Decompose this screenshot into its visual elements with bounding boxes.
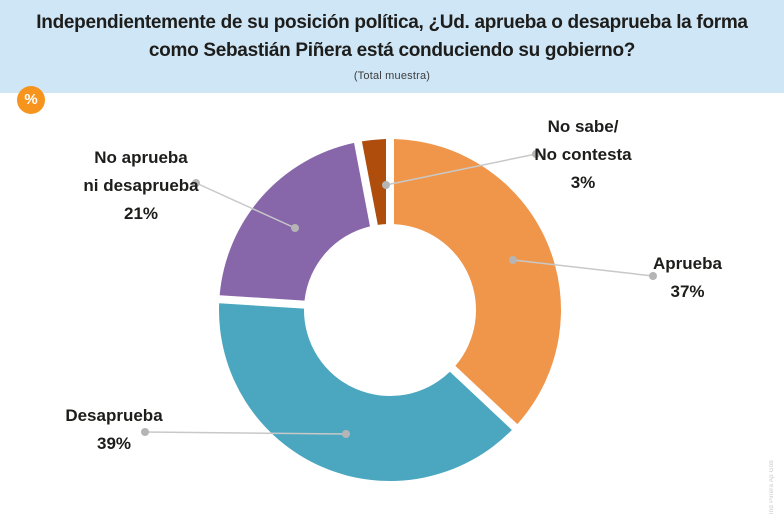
question-title-line1: Independientemente de su posición políti… [36, 12, 748, 33]
question-title-line2: como Sebastián Piñera está conduciendo s… [148, 40, 636, 61]
label-no-sabe-pct: 3% [570, 173, 596, 192]
donut-slice-no-aprueba-ni-desaprueba [219, 142, 370, 301]
label-no-aprueba-line1: No aprueba [94, 148, 188, 167]
donut-slice-aprueba [394, 139, 561, 425]
label-no-aprueba-line2: ni desaprueba [83, 176, 199, 195]
leader-aprueba [509, 256, 657, 280]
label-aprueba-pct: 37% [670, 282, 705, 301]
sample-note: (Total muestra) [353, 70, 431, 82]
label-desaprueba: Desaprueba 39% [38, 402, 190, 458]
donut-slice-no-sabe-no-contesta [361, 139, 386, 225]
percent-badge: % [17, 86, 45, 114]
question-header: Independientemente de su posición políti… [0, 0, 784, 93]
leader-no-sabe [382, 150, 540, 189]
label-no-sabe: No sabe/ No contesta 3% [508, 113, 658, 197]
leader-no-aprueba [192, 179, 299, 232]
label-desaprueba-pct: 39% [96, 434, 132, 453]
label-no-aprueba-pct: 21% [123, 204, 159, 223]
label-no-aprueba: No aprueba ni desaprueba 21% [55, 144, 227, 228]
label-aprueba-text: Aprueba [653, 254, 722, 273]
question-title: Independientemente de su posición políti… [0, 0, 784, 65]
leader-lines [141, 150, 657, 438]
label-desaprueba-text: Desaprueba [65, 406, 163, 425]
donut-slice-desaprueba [218, 303, 512, 482]
label-no-sabe-line2: No contesta [534, 145, 632, 164]
leader-desaprueba [141, 428, 350, 438]
label-aprueba: Aprueba 37% [625, 250, 750, 306]
label-no-sabe-line1: No sabe/ [547, 117, 619, 136]
vertical-watermark: Ind Piñera Ap Gob [769, 459, 775, 514]
donut-slices [218, 139, 561, 482]
